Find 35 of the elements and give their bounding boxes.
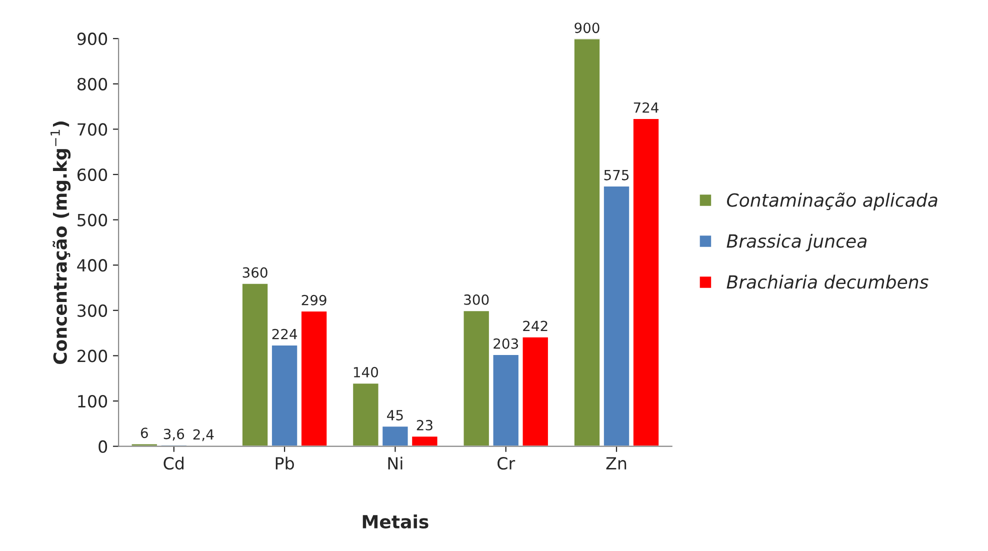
data-label: 2,4 [193,429,214,442]
y-tick-label: 200 [78,350,108,362]
data-label: 360 [242,267,268,278]
data-label: 3,6 [164,428,184,441]
y-tick-label: 0 [98,440,108,453]
legend-label: Contaminação aplicada [727,192,938,210]
legend-label: Brachiaria decumbens [726,274,928,289]
x-tick-label: Zn [606,457,626,470]
y-tick-label: 700 [78,123,108,136]
data-label: 140 [354,366,378,378]
data-label: 203 [494,338,518,349]
y-tick-label: 500 [78,214,108,226]
y-axis-title: Concentração (mg.kg$^{−1}$) [50,122,71,364]
data-label: 300 [464,294,489,305]
x-tick-label: Cr [498,457,516,470]
data-label: 299 [302,294,326,306]
y-tick-label: 400 [77,259,108,272]
data-label: 6 [140,428,148,438]
legend-label: Brassica juncea [726,234,866,252]
y-tick-label: 800 [77,78,108,90]
x-tick-label: Ni [388,456,402,470]
data-label: 242 [523,320,548,332]
data-label: 900 [574,22,600,34]
y-tick-label: 900 [77,32,108,46]
x-axis-title: Metais [362,514,428,528]
data-label: 575 [604,170,629,180]
data-label: 23 [416,420,432,430]
data-label: 45 [387,410,403,420]
y-tick-label: 100 [78,394,108,408]
data-label: 224 [272,328,298,340]
x-tick-label: Cd [164,456,184,470]
y-tick-label: 600 [77,168,108,182]
x-tick-label: Pb [276,456,294,470]
y-tick-label: 300 [78,304,108,317]
data-label: 724 [634,102,658,113]
